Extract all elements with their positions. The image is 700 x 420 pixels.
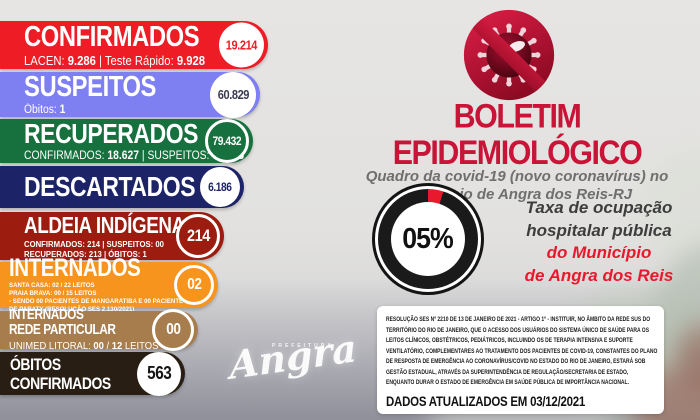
caption-line: de Angra dos Reis xyxy=(524,265,674,285)
stat-title: CONFIRMADOS xyxy=(24,20,200,53)
stat-badge: 00 xyxy=(152,309,194,351)
stat-badge: 563 xyxy=(137,351,181,396)
stat-badge: 6.186 xyxy=(200,167,240,207)
stat-title: INTERNADOS xyxy=(9,254,141,283)
stat-title: SUSPEITOS xyxy=(24,71,156,103)
stat-title: ALDEIA INDÍGENA xyxy=(24,211,185,238)
stat-badge: 02 xyxy=(174,265,214,305)
occupancy-caption: Taxa de ocupação hospitalar pública do M… xyxy=(494,197,700,287)
occupancy-donut-chart: 05% xyxy=(372,183,484,295)
data-updated-label: DADOS ATUALIZADOS EM 03/12/2021 xyxy=(386,392,586,409)
caption-line: Taxa de ocupação xyxy=(525,198,673,217)
stat-bar-rede-particular: INTERNADOS REDE PARTICULAR UNIMED LITORAL… xyxy=(0,307,198,352)
prefeitura-angra-logo: PREFEITURA Angra xyxy=(226,325,360,388)
stat-bar-obitos: ÓBITOS CONFIRMADOS 563 xyxy=(0,351,185,396)
stat-bar-confirmados: CONFIRMADOS LACEN: 9.286 | Teste Rápido: … xyxy=(0,21,268,69)
stat-details: CONFIRMADOS: 18.627 | SUSPEITOS: 60.805 xyxy=(24,150,244,162)
logo-small-text: PREFEITURA xyxy=(272,343,334,349)
stat-badge: 79.432 xyxy=(205,119,249,163)
stat-bar-internados: INTERNADOS SANTA CASA: 02 / 22 LEITOS PRAI… xyxy=(0,256,218,313)
legal-card: RESOLUÇÃO SES Nº 2210 DE 13 DE JANEIRO D… xyxy=(377,306,664,414)
stat-title: DESCARTADOS xyxy=(24,171,196,202)
bulletin-header: BOLETIM EPIDEMIOLÓGICO Quadro da covid-1… xyxy=(334,96,700,203)
stat-badge: 19.214 xyxy=(219,22,264,68)
stat-bar-descartados: DESCARTADOS 6.186 xyxy=(0,166,244,208)
stat-bar-suspeitos: SUSPEITOS Óbitos: 1 60.829 xyxy=(0,71,260,118)
stat-details: UNIMED LITORAL: 00 / 12 LEITOS xyxy=(9,340,159,352)
no-virus-icon xyxy=(463,9,555,101)
stat-bar-recuperados: RECUPERADOS CONFIRMADOS: 18.627 | SUSPEIT… xyxy=(0,119,253,163)
page-title: BOLETIM EPIDEMIOLÓGICO xyxy=(392,96,643,172)
stat-title: RECUPERADOS xyxy=(24,118,199,149)
caption-line: hospitalar pública xyxy=(526,220,672,240)
donut-hole: 05% xyxy=(391,202,465,276)
stat-title: ÓBITOS CONFIRMADOS xyxy=(10,354,111,393)
stat-title: INTERNADOS REDE PARTICULAR xyxy=(9,307,116,338)
stat-badge: 60.829 xyxy=(210,71,256,118)
donut-ring: 05% xyxy=(378,189,478,289)
legal-resolution-text: RESOLUÇÃO SES Nº 2210 DE 13 DE JANEIRO D… xyxy=(386,316,658,386)
stat-details: LACEN: 9.286 | Teste Rápido: 9.928 xyxy=(24,53,205,68)
occupancy-value: 05% xyxy=(402,222,455,255)
stat-details: Óbitos: 1 xyxy=(24,104,66,116)
stat-badge: 214 xyxy=(176,214,220,258)
caption-line: do Município xyxy=(546,243,652,262)
stat-bar-aldeia: ALDEIA INDÍGENA CONFIRMADOS: 214 | SUSPEI… xyxy=(0,212,224,260)
page-subtitle-line1: Quadro da covid-19 (novo coronavírus) no xyxy=(365,168,669,185)
stat-details: SANTA CASA: 02 / 22 LEITOS PRAIA BRAVA: 0… xyxy=(9,282,184,313)
stat-details: CONFIRMADOS: 214 | SUSPEITOS: 00 RECUPERA… xyxy=(24,238,164,259)
